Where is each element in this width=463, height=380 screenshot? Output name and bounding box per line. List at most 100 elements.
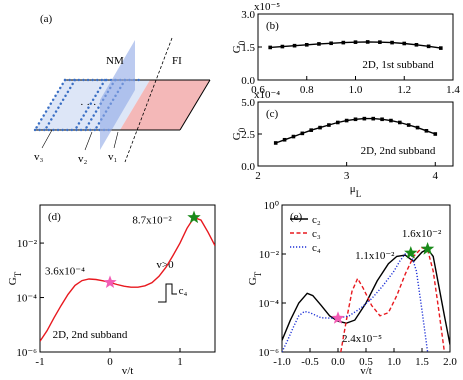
marker [380, 117, 384, 122]
marker [282, 137, 287, 142]
panel-label: (c) [266, 108, 279, 120]
y-tick-label: 10⁻⁶ [16, 347, 37, 359]
y-tick-label: 5.0 [241, 97, 255, 109]
step-icon [158, 283, 177, 303]
legend-label: c₃ [312, 228, 321, 240]
annotation: 2D, 2nd subband [361, 145, 436, 157]
value-label: 3.6x10⁻⁴ [45, 265, 85, 277]
marker [433, 132, 438, 136]
y-label: G0 [231, 40, 247, 53]
x-tick-label: 4 [433, 170, 439, 182]
star [404, 246, 418, 259]
y-label-sub: T [253, 271, 263, 277]
marker [353, 117, 358, 122]
annotation: c₄ [179, 285, 188, 297]
chain [33, 78, 67, 132]
y-label: G0 [231, 127, 247, 140]
y-tick-label: 10⁻² [259, 249, 280, 261]
cut-label: v₂ [78, 153, 88, 165]
x-label-main: v/t [360, 365, 372, 377]
y-multiplier: x10⁻⁵ [254, 1, 280, 13]
star [103, 275, 117, 288]
marker [389, 118, 393, 123]
marker [317, 42, 321, 46]
series-line [275, 117, 436, 144]
panel-label: (e) [290, 211, 303, 223]
y-label-sub: T [13, 271, 23, 277]
x-label-main: v/t [122, 365, 134, 377]
x-tick-label: 2 [255, 170, 261, 182]
series-line [40, 216, 215, 342]
y-tick-label: 10⁻⁴ [16, 293, 37, 305]
pointer [41, 129, 53, 149]
marker [300, 131, 305, 136]
marker [353, 40, 358, 44]
star [331, 311, 345, 324]
marker [402, 41, 407, 46]
x-tick-label: 0.5 [359, 356, 373, 368]
x-tick-label: 1.4 [446, 84, 460, 96]
pointer [84, 131, 93, 151]
y-label-sub: 0 [237, 40, 247, 45]
x-tick-label: -1.0 [273, 356, 291, 368]
y-tick-label: 10⁻² [17, 238, 38, 250]
marker [268, 45, 272, 50]
y-tick-label: 1.5 [241, 42, 255, 54]
y-label: GT [7, 271, 23, 285]
dots: · · · [80, 99, 97, 111]
y-label-main: G [231, 132, 243, 140]
x-tick-label: 1.0 [387, 356, 401, 368]
marker [398, 120, 402, 125]
marker [390, 40, 394, 45]
x-tick-label: 2.0 [443, 356, 457, 368]
annotation: 2D, 1st subband [362, 59, 434, 71]
marker [365, 40, 370, 44]
x-label: v/t [122, 365, 134, 377]
marker [318, 125, 322, 130]
panel-a: (a) NM FI · · · v₃ v₂ v₁ [33, 13, 211, 165]
value-label: 1.6x10⁻² [402, 228, 442, 240]
marker [327, 123, 331, 127]
marker [439, 46, 443, 50]
x-tick-label: -1 [35, 356, 44, 368]
y-label-main: G [231, 45, 243, 53]
y-label-sub: 0 [237, 127, 247, 132]
marker [273, 141, 278, 145]
x-tick-label: 3 [344, 170, 350, 182]
chain [73, 78, 107, 132]
star [187, 210, 201, 224]
marker [406, 123, 411, 127]
panel-label: (a) [40, 13, 53, 25]
marker [291, 134, 296, 139]
marker [414, 43, 419, 47]
barrier [100, 40, 135, 150]
marker [362, 116, 367, 121]
y-multiplier: x10⁻⁴ [254, 89, 280, 101]
x-tick-label: 1.0 [349, 84, 363, 96]
y-tick-label: 10⁰ [264, 200, 280, 212]
marker [371, 116, 376, 121]
value-label: 2.4x10⁻⁵ [342, 333, 382, 345]
x-tick-label: 0.8 [300, 84, 314, 96]
cut-label: v₁ [108, 151, 118, 163]
marker [304, 43, 309, 47]
value-label: 1.1x10⁻² [355, 250, 395, 262]
x-tick-label: 1.2 [397, 84, 411, 96]
marker [378, 40, 382, 44]
marker [415, 125, 420, 130]
marker [280, 44, 285, 49]
y-tick-label: 3.0 [241, 9, 255, 21]
panel-label: (d) [48, 211, 61, 223]
region-label: FI [172, 55, 182, 67]
marker [344, 118, 349, 123]
annotation: 2D, 2nd subband [53, 329, 128, 341]
x-label: v/t [360, 365, 372, 377]
marker [426, 44, 431, 49]
x-tick-label: 1.5 [415, 356, 429, 368]
panel-label: (b) [266, 20, 279, 32]
marker [309, 128, 313, 132]
region-label: NM [106, 55, 124, 67]
series-line [340, 246, 446, 352]
plot-frame [39, 204, 216, 353]
